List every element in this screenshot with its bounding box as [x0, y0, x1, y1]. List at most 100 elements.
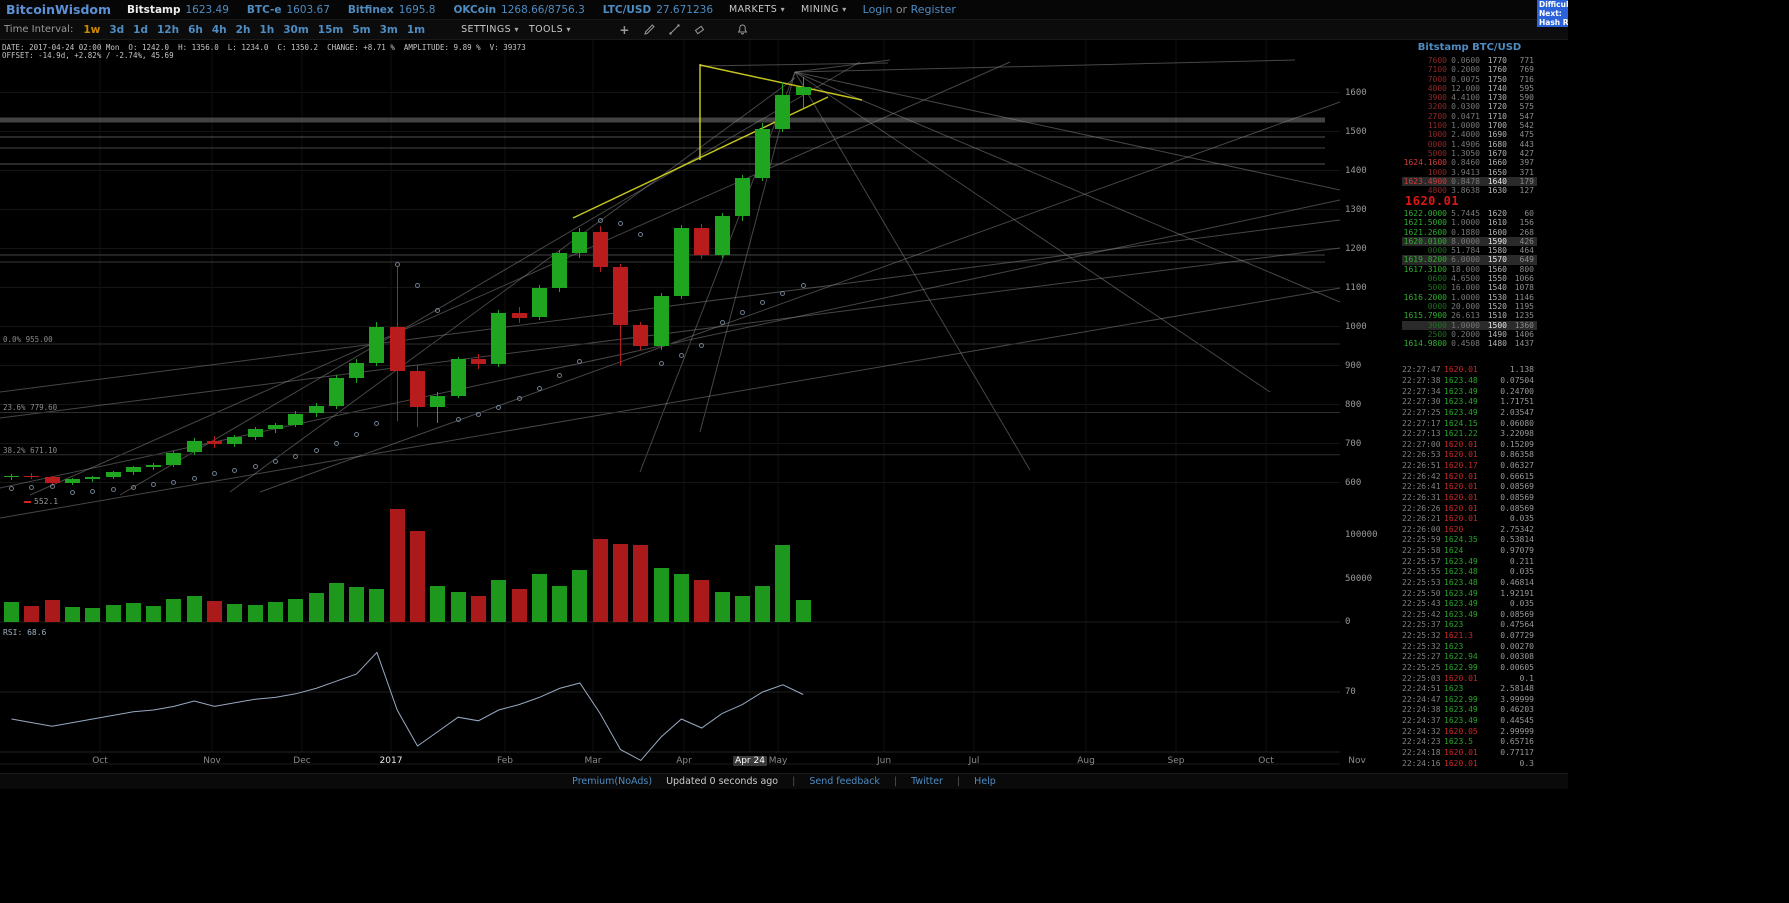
twitter-link[interactable]: Twitter [911, 776, 943, 787]
or-text: or [895, 3, 908, 16]
price-chart-canvas[interactable]: 0.0% 955.00 23.6% 779.60 38.2% 671.10 1600 1… [0, 40, 1400, 773]
exchange-ticker-okcoin[interactable]: OKCoin 1268.66/8756.3 [453, 4, 584, 16]
level: 1480 [1487, 339, 1507, 349]
interval-3d[interactable]: 3d [109, 23, 125, 36]
sar-dot [9, 485, 14, 491]
exchange-ticker-bitstamp[interactable]: Bitstamp 1623.49 [127, 4, 229, 16]
sar-dot [455, 416, 461, 422]
interval-1w[interactable]: 1w [83, 23, 101, 36]
price: 2700 [1427, 111, 1447, 121]
sum: 771 [1519, 56, 1534, 65]
level: 1520 [1487, 301, 1507, 311]
markets-menu[interactable]: MARKETS ▾ [729, 4, 785, 15]
trade-row: 22:24:37 1623.49 0.44545 [1402, 716, 1537, 727]
interval-5m[interactable]: 5m [352, 23, 371, 36]
trade-amount: 0.00308 [1500, 652, 1534, 662]
sar-dot [90, 488, 96, 494]
sum: 800 [1519, 264, 1534, 274]
trade-time: 22:26:41 [1402, 482, 1441, 492]
login-link[interactable]: Login [862, 3, 893, 16]
level: 1510 [1487, 311, 1507, 321]
interval-1d[interactable]: 1d [133, 23, 148, 36]
candlestick [633, 325, 649, 347]
sar-dot [760, 299, 766, 305]
pencil-icon[interactable] [642, 22, 657, 37]
candlestick [105, 472, 121, 477]
amount: 5.7445 [1451, 208, 1480, 218]
volume-bar [288, 598, 304, 622]
sum: 1146 [1514, 292, 1534, 302]
app-logo[interactable]: BitcoinWisdom [6, 2, 112, 17]
volume-bar [44, 600, 60, 623]
separator: | [956, 776, 961, 787]
trade-price: 1623.49 [1444, 588, 1478, 598]
volume-bar [369, 588, 385, 622]
trade-price: 1620.01 [1444, 492, 1478, 502]
trade-price: 1620.01 [1444, 747, 1478, 757]
trade-time: 22:25:25 [1402, 662, 1441, 672]
trade-row: 22:25:58 1624 0.97079 [1402, 546, 1537, 557]
trade-price: 1623.49 [1444, 386, 1478, 396]
trade-time: 22:27:25 [1402, 407, 1441, 417]
chart-toolbar: Time Interval: 1w 3d 1d 12h 6h 4h 2h 1h 30m 15m 5m… [0, 20, 1568, 40]
zoom-in-icon[interactable]: + [619, 22, 630, 37]
mining-menu[interactable]: MINING ▾ [801, 4, 847, 15]
level: 1720 [1487, 102, 1507, 112]
trade-time: 22:24:23 [1402, 737, 1441, 747]
level: 1630 [1487, 186, 1507, 196]
sar-dot [69, 489, 75, 495]
brush-icon[interactable] [692, 22, 707, 37]
trade-price: 1623.49 [1444, 705, 1478, 715]
price-axis-label: 600 [1345, 477, 1362, 488]
sum: 769 [1519, 65, 1534, 75]
candlestick [653, 295, 669, 347]
premium-link[interactable]: Premium(NoAds) [572, 776, 653, 787]
price: 1000 [1427, 130, 1447, 140]
interval-1h[interactable]: 1h [259, 23, 275, 36]
interval-1m[interactable]: 1m [406, 23, 426, 36]
trade-amount: 0.08569 [1500, 609, 1534, 619]
volume-axis-label: 100000 [1345, 530, 1378, 540]
sum: 371 [1519, 167, 1534, 177]
amount: 0.0300 [1451, 102, 1480, 112]
interval-4h[interactable]: 4h [211, 23, 227, 36]
price-axis-label: 1600 [1345, 87, 1367, 98]
register-link[interactable]: Register [910, 3, 956, 16]
interval-2h[interactable]: 2h [235, 23, 251, 36]
volume-bar [714, 591, 730, 622]
help-link[interactable]: Help [974, 776, 996, 787]
interval-12h[interactable]: 12h [157, 23, 180, 36]
tools-menu[interactable]: TOOLS ▾ [529, 24, 571, 35]
trade-row: 22:25:42 1623.49 0.08569 [1402, 610, 1537, 621]
trade-row: 22:27:25 1623.49 2.03547 [1402, 408, 1537, 419]
volume-bar [4, 602, 19, 622]
trade-price: 1624.35 [1444, 535, 1478, 545]
trade-row: 22:25:37 1623 0.47564 [1402, 620, 1537, 631]
volume-bar [125, 602, 141, 622]
level: 1710 [1487, 111, 1507, 121]
price: 1619.8200 [1403, 255, 1447, 265]
exchange-ticker-bitfinex[interactable]: Bitfinex 1695.8 [348, 4, 436, 16]
interval-3m[interactable]: 3m [379, 23, 398, 36]
bell-icon[interactable] [735, 22, 750, 37]
interval-15m[interactable]: 15m [317, 23, 344, 36]
chevron-down-icon: ▾ [842, 5, 847, 14]
price-axis-label: 700 [1345, 438, 1362, 449]
interval-selector: 1w 3d 1d 12h 6h 4h 2h 1h 30m 15m 5m 3m 1m [83, 24, 425, 36]
x-axis-label: Sep [1167, 756, 1185, 766]
trade-amount: 2.75342 [1500, 524, 1534, 534]
trade-amount: 0.66615 [1500, 471, 1534, 481]
interval-6h[interactable]: 6h [188, 23, 203, 36]
trade-amount: 0.08569 [1500, 503, 1534, 513]
volume-bar [389, 508, 405, 622]
amount: 0.0600 [1451, 56, 1480, 65]
send-feedback-link[interactable]: Send feedback [809, 776, 880, 787]
settings-menu[interactable]: SETTINGS ▾ [461, 24, 519, 35]
hash-rate-label: Hash R [1539, 18, 1568, 27]
interval-30m[interactable]: 30m [283, 23, 309, 36]
orderbook-bid-row: 0000 20.000 1520 1195 [1402, 302, 1537, 311]
low-marker-tick [24, 500, 31, 503]
trendline-icon[interactable] [667, 22, 682, 37]
exchange-ticker-btc-e[interactable]: BTC-e 1603.67 [247, 4, 330, 16]
exchange-ticker-ltc-usd[interactable]: LTC/USD 27.671236 [603, 4, 713, 16]
